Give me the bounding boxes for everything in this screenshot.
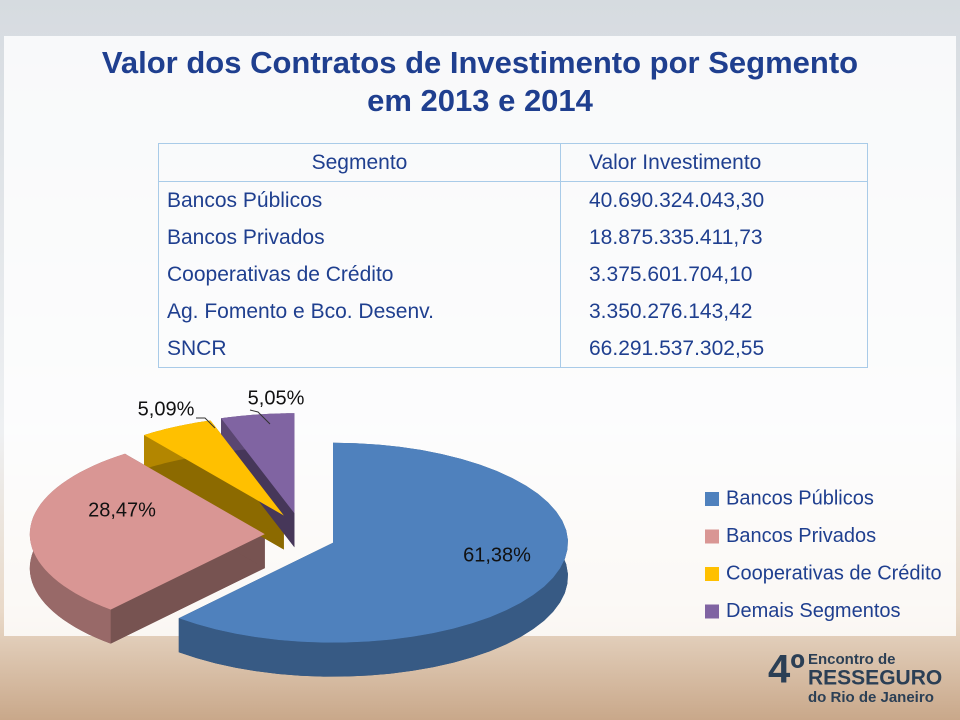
table-cell: Valor Investimento: [560, 143, 868, 182]
table-row: SNCR 66.291.537.302,55: [158, 330, 868, 368]
table-cell: SNCR: [158, 330, 561, 368]
table: Segmento Valor Investimento Bancos Público…: [158, 143, 868, 368]
legend-label: Cooperativas de Crédito: [726, 562, 942, 584]
table-row: Bancos Privados 18.875.335.411,73: [158, 219, 868, 256]
slice: [178, 442, 568, 643]
table-cell: 18.875.335.411,73: [560, 219, 868, 256]
table-cell: 66.291.537.302,55: [560, 330, 868, 368]
table-cell: Bancos Privados: [158, 219, 561, 256]
table-cell: 3.350.276.143,42: [560, 293, 868, 330]
legend-swatch: [705, 492, 719, 506]
legend-label: Demais Segmentos: [726, 600, 901, 622]
title-line: Valor dos Contratos de Investimento por …: [101, 45, 859, 80]
table-row: Ag. Fomento e Bco. Desenv. 3.350.276.143,…: [158, 293, 868, 330]
logo-number: 4º: [768, 648, 805, 692]
table-row: Bancos Públicos 40.690.324.043,30: [158, 181, 868, 219]
data-label: 61,38%: [463, 544, 531, 566]
slice: [29, 453, 265, 610]
legend-label: Bancos Privados: [726, 525, 876, 547]
table-cell: Segmento: [158, 143, 561, 182]
slice: [221, 413, 295, 514]
table-cell: Bancos Públicos: [158, 181, 561, 219]
leader-line: [249, 409, 271, 425]
data-label: 28,47%: [88, 499, 156, 521]
slice-side: [178, 442, 568, 677]
title-line: em 2013 e 2014: [367, 83, 593, 118]
logo-text: do Rio de Janeiro: [808, 689, 934, 706]
legend-swatch: [705, 567, 719, 581]
table-cell: Ag. Fomento e Bco. Desenv.: [158, 293, 561, 330]
legend-label: Bancos Públicos: [726, 487, 874, 509]
table-cell: 40.690.324.043,30: [560, 181, 868, 219]
leader-line: [196, 417, 216, 429]
table-cell: Cooperativas de Crédito: [158, 256, 561, 293]
logo-text: RESSEGURO: [808, 667, 942, 690]
legend-swatch: [705, 604, 719, 619]
table-cell: 3.375.601.704,10: [560, 256, 868, 293]
title: Valor dos Contratos de Investimento por …: [0, 44, 960, 120]
table-row: Cooperativas de Crédito 3.375.601.704,10: [158, 256, 868, 293]
logo-text: Encontro de: [808, 651, 896, 668]
data-label: 5,05%: [248, 387, 305, 409]
data-label: 5,09%: [138, 398, 195, 420]
slice-side: [144, 435, 284, 550]
slice-side: [110, 534, 265, 644]
legend-swatch: [705, 529, 719, 544]
table-row: Segmento Valor Investimento: [158, 143, 868, 182]
slice: [144, 420, 284, 516]
